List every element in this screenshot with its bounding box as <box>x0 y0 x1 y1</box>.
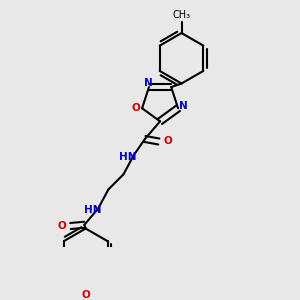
Text: CH₃: CH₃ <box>172 10 190 20</box>
Text: O: O <box>82 290 90 300</box>
Text: N: N <box>144 78 153 88</box>
Text: O: O <box>131 103 140 112</box>
Text: O: O <box>57 220 66 230</box>
Text: HN: HN <box>84 205 101 214</box>
Text: HN: HN <box>119 152 137 162</box>
Text: O: O <box>164 136 172 146</box>
Text: N: N <box>179 101 188 111</box>
